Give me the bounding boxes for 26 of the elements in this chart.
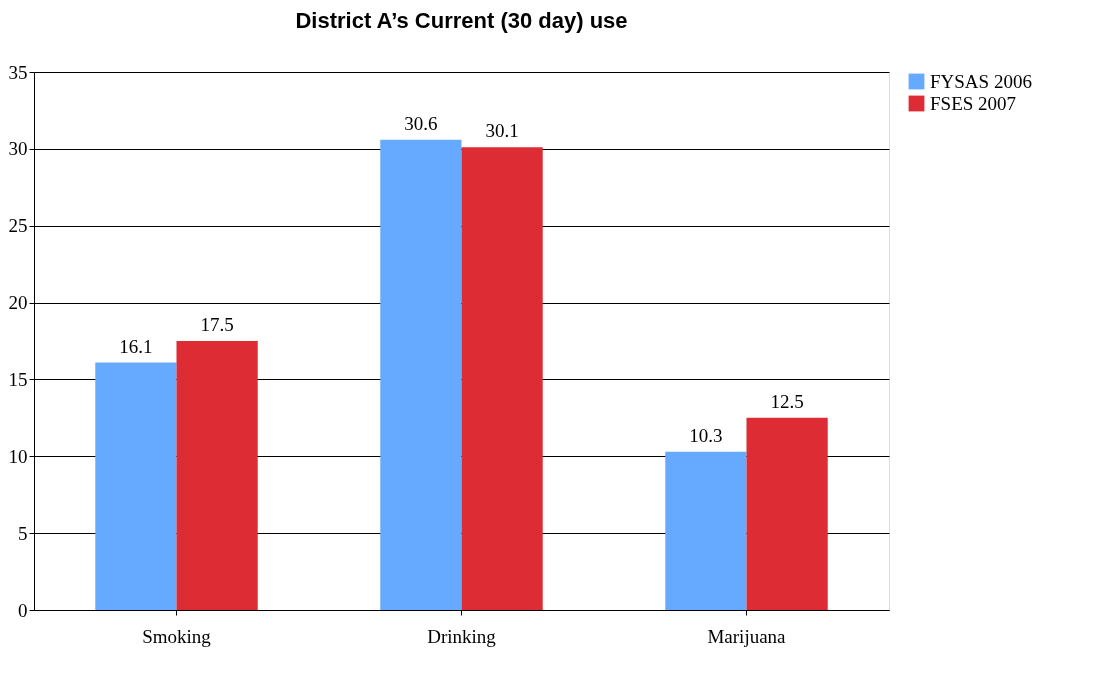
bar <box>746 417 828 610</box>
y-tick-label: 15 <box>8 368 28 390</box>
legend-label: FYSAS 2006 <box>930 70 1032 92</box>
data-label: 10.3 <box>689 424 723 446</box>
bar <box>176 341 258 610</box>
y-tick-label: 0 <box>18 599 28 621</box>
bar <box>461 147 543 610</box>
chart-title: District A’s Current (30 day) use <box>295 8 628 33</box>
x-tick-label: Smoking <box>142 625 212 647</box>
y-tick-label: 5 <box>18 522 28 544</box>
data-label: 30.1 <box>485 120 519 142</box>
data-label: 16.1 <box>119 335 153 357</box>
bar <box>95 362 177 610</box>
legend-label: FSES 2007 <box>930 92 1017 114</box>
y-tick-label: 10 <box>8 445 28 467</box>
data-label: 17.5 <box>200 314 234 335</box>
data-label: 30.6 <box>404 112 438 134</box>
y-tick-label: 20 <box>8 292 28 314</box>
y-tick-label: 35 <box>8 61 28 83</box>
data-label: 12.5 <box>770 390 804 412</box>
y-tick-label: 25 <box>8 215 28 237</box>
bar <box>380 139 462 610</box>
x-tick-label: Drinking <box>427 625 497 647</box>
x-tick-label: Marijuana <box>707 625 787 647</box>
bar <box>665 451 747 610</box>
y-tick-label: 30 <box>8 138 28 160</box>
